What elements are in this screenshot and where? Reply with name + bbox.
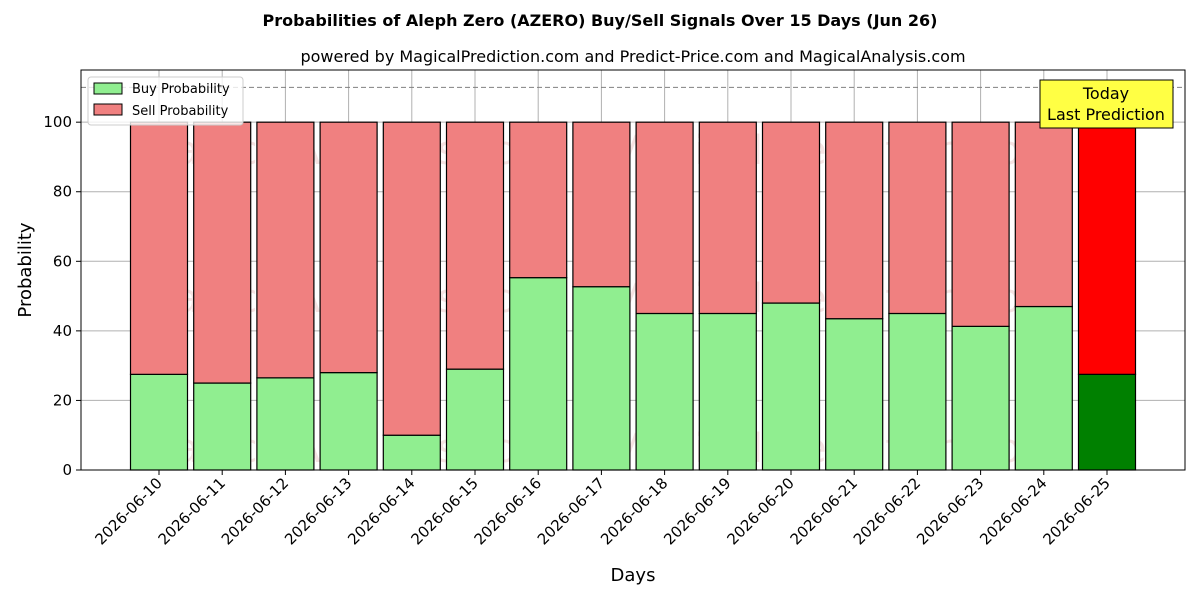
annotation-line-1: Today [1082, 84, 1129, 103]
chart-subtitle: powered by MagicalPrediction.com and Pre… [300, 47, 965, 66]
bar-sell-2026-06-11 [193, 121, 252, 384]
bar-buy-2026-06-16 [509, 277, 568, 471]
legend: Buy Probability Sell Probability [87, 76, 244, 126]
x-tick-label: 2026-06-15 [407, 474, 481, 548]
x-tick-label: 2026-06-13 [281, 474, 355, 548]
x-tick-label: 2026-06-12 [218, 474, 292, 548]
chart-title: Probabilities of Aleph Zero (AZERO) Buy/… [263, 11, 938, 30]
x-tick-label: 2026-06-19 [660, 474, 734, 548]
y-tick-label: 80 [53, 183, 72, 201]
x-tick-label: 2026-06-11 [155, 474, 229, 548]
today-annotation: Today Last Prediction [1039, 79, 1174, 129]
bar-sell-2026-06-21 [825, 121, 884, 320]
x-tick-label: 2026-06-17 [534, 474, 608, 548]
bar-buy-2026-06-12 [256, 377, 315, 471]
x-tick-label: 2026-06-20 [723, 474, 797, 548]
bar-buy-2026-06-14 [382, 434, 441, 471]
bar-buy-2026-06-19 [698, 312, 757, 471]
bar-sell-2026-06-24 [1014, 121, 1073, 308]
x-tick-label: 2026-06-23 [913, 474, 987, 548]
bar-buy-2026-06-20 [761, 302, 821, 471]
bars [129, 121, 1137, 471]
legend-label-buy: Buy Probability [132, 82, 230, 97]
y-tick-label: 60 [53, 252, 72, 270]
bar-sell-2026-06-19 [698, 121, 757, 315]
bar-buy-2026-06-18 [635, 312, 694, 471]
bar-sell-2026-06-23 [951, 121, 1010, 327]
bar-sell-2026-06-17 [572, 121, 631, 288]
annotation-box [1039, 79, 1174, 129]
bar-buy-2026-06-22 [888, 312, 947, 471]
bar-buy-2026-06-13 [319, 372, 378, 471]
x-tick-label: 2026-06-25 [1039, 474, 1113, 548]
bar-buy-2026-06-23 [951, 325, 1010, 471]
bar-buy-2026-06-11 [193, 382, 252, 471]
y-axis-label: Probability [15, 222, 36, 317]
legend-swatch-buy [93, 82, 123, 95]
y-tick-label: 100 [43, 113, 72, 131]
y-tick-label: 40 [53, 322, 72, 340]
x-tick-label: 2026-06-24 [976, 474, 1050, 548]
bar-buy-2026-06-21 [825, 318, 884, 471]
bar-buy-2026-06-10 [129, 373, 189, 471]
x-tick-label: 2026-06-21 [787, 474, 861, 548]
bar-buy-2026-06-17 [572, 286, 631, 471]
bar-sell-2026-06-14 [382, 121, 441, 436]
legend-box [87, 76, 244, 126]
bar-sell-2026-06-22 [888, 121, 947, 315]
bar-sell-2026-06-15 [445, 121, 505, 370]
plot-frame [80, 69, 1186, 471]
bar-sell-2026-06-20 [761, 121, 821, 304]
y-tick-label: 20 [53, 391, 72, 409]
bar-sell-2026-06-12 [256, 121, 315, 379]
x-tick-label: 2026-06-10 [91, 474, 165, 548]
y-tick-label: 0 [62, 461, 72, 479]
bar-buy-2026-06-25 [1077, 373, 1137, 471]
bar-sell-2026-06-18 [635, 121, 694, 315]
legend-swatch-sell [93, 103, 123, 116]
bar-sell-2026-06-13 [319, 121, 378, 374]
annotation-line-2: Last Prediction [1047, 105, 1165, 124]
bar-sell-2026-06-25 [1077, 121, 1137, 375]
x-tick-label: 2026-06-16 [471, 474, 545, 548]
x-tick-label: 2026-06-18 [597, 474, 671, 548]
bar-buy-2026-06-24 [1014, 305, 1073, 471]
x-tick-label: 2026-06-22 [850, 474, 924, 548]
bar-sell-2026-06-16 [509, 121, 568, 279]
bar-sell-2026-06-10 [129, 121, 189, 375]
x-axis-label: Days [611, 565, 656, 586]
y-axis-ticks: 0 20 40 60 80 100 [43, 113, 81, 479]
x-axis-ticks: 2026-06-102026-06-112026-06-122026-06-13… [91, 470, 1114, 548]
bar-buy-2026-06-15 [445, 368, 505, 471]
x-tick-label: 2026-06-14 [344, 474, 418, 548]
legend-label-sell: Sell Probability [132, 104, 229, 119]
